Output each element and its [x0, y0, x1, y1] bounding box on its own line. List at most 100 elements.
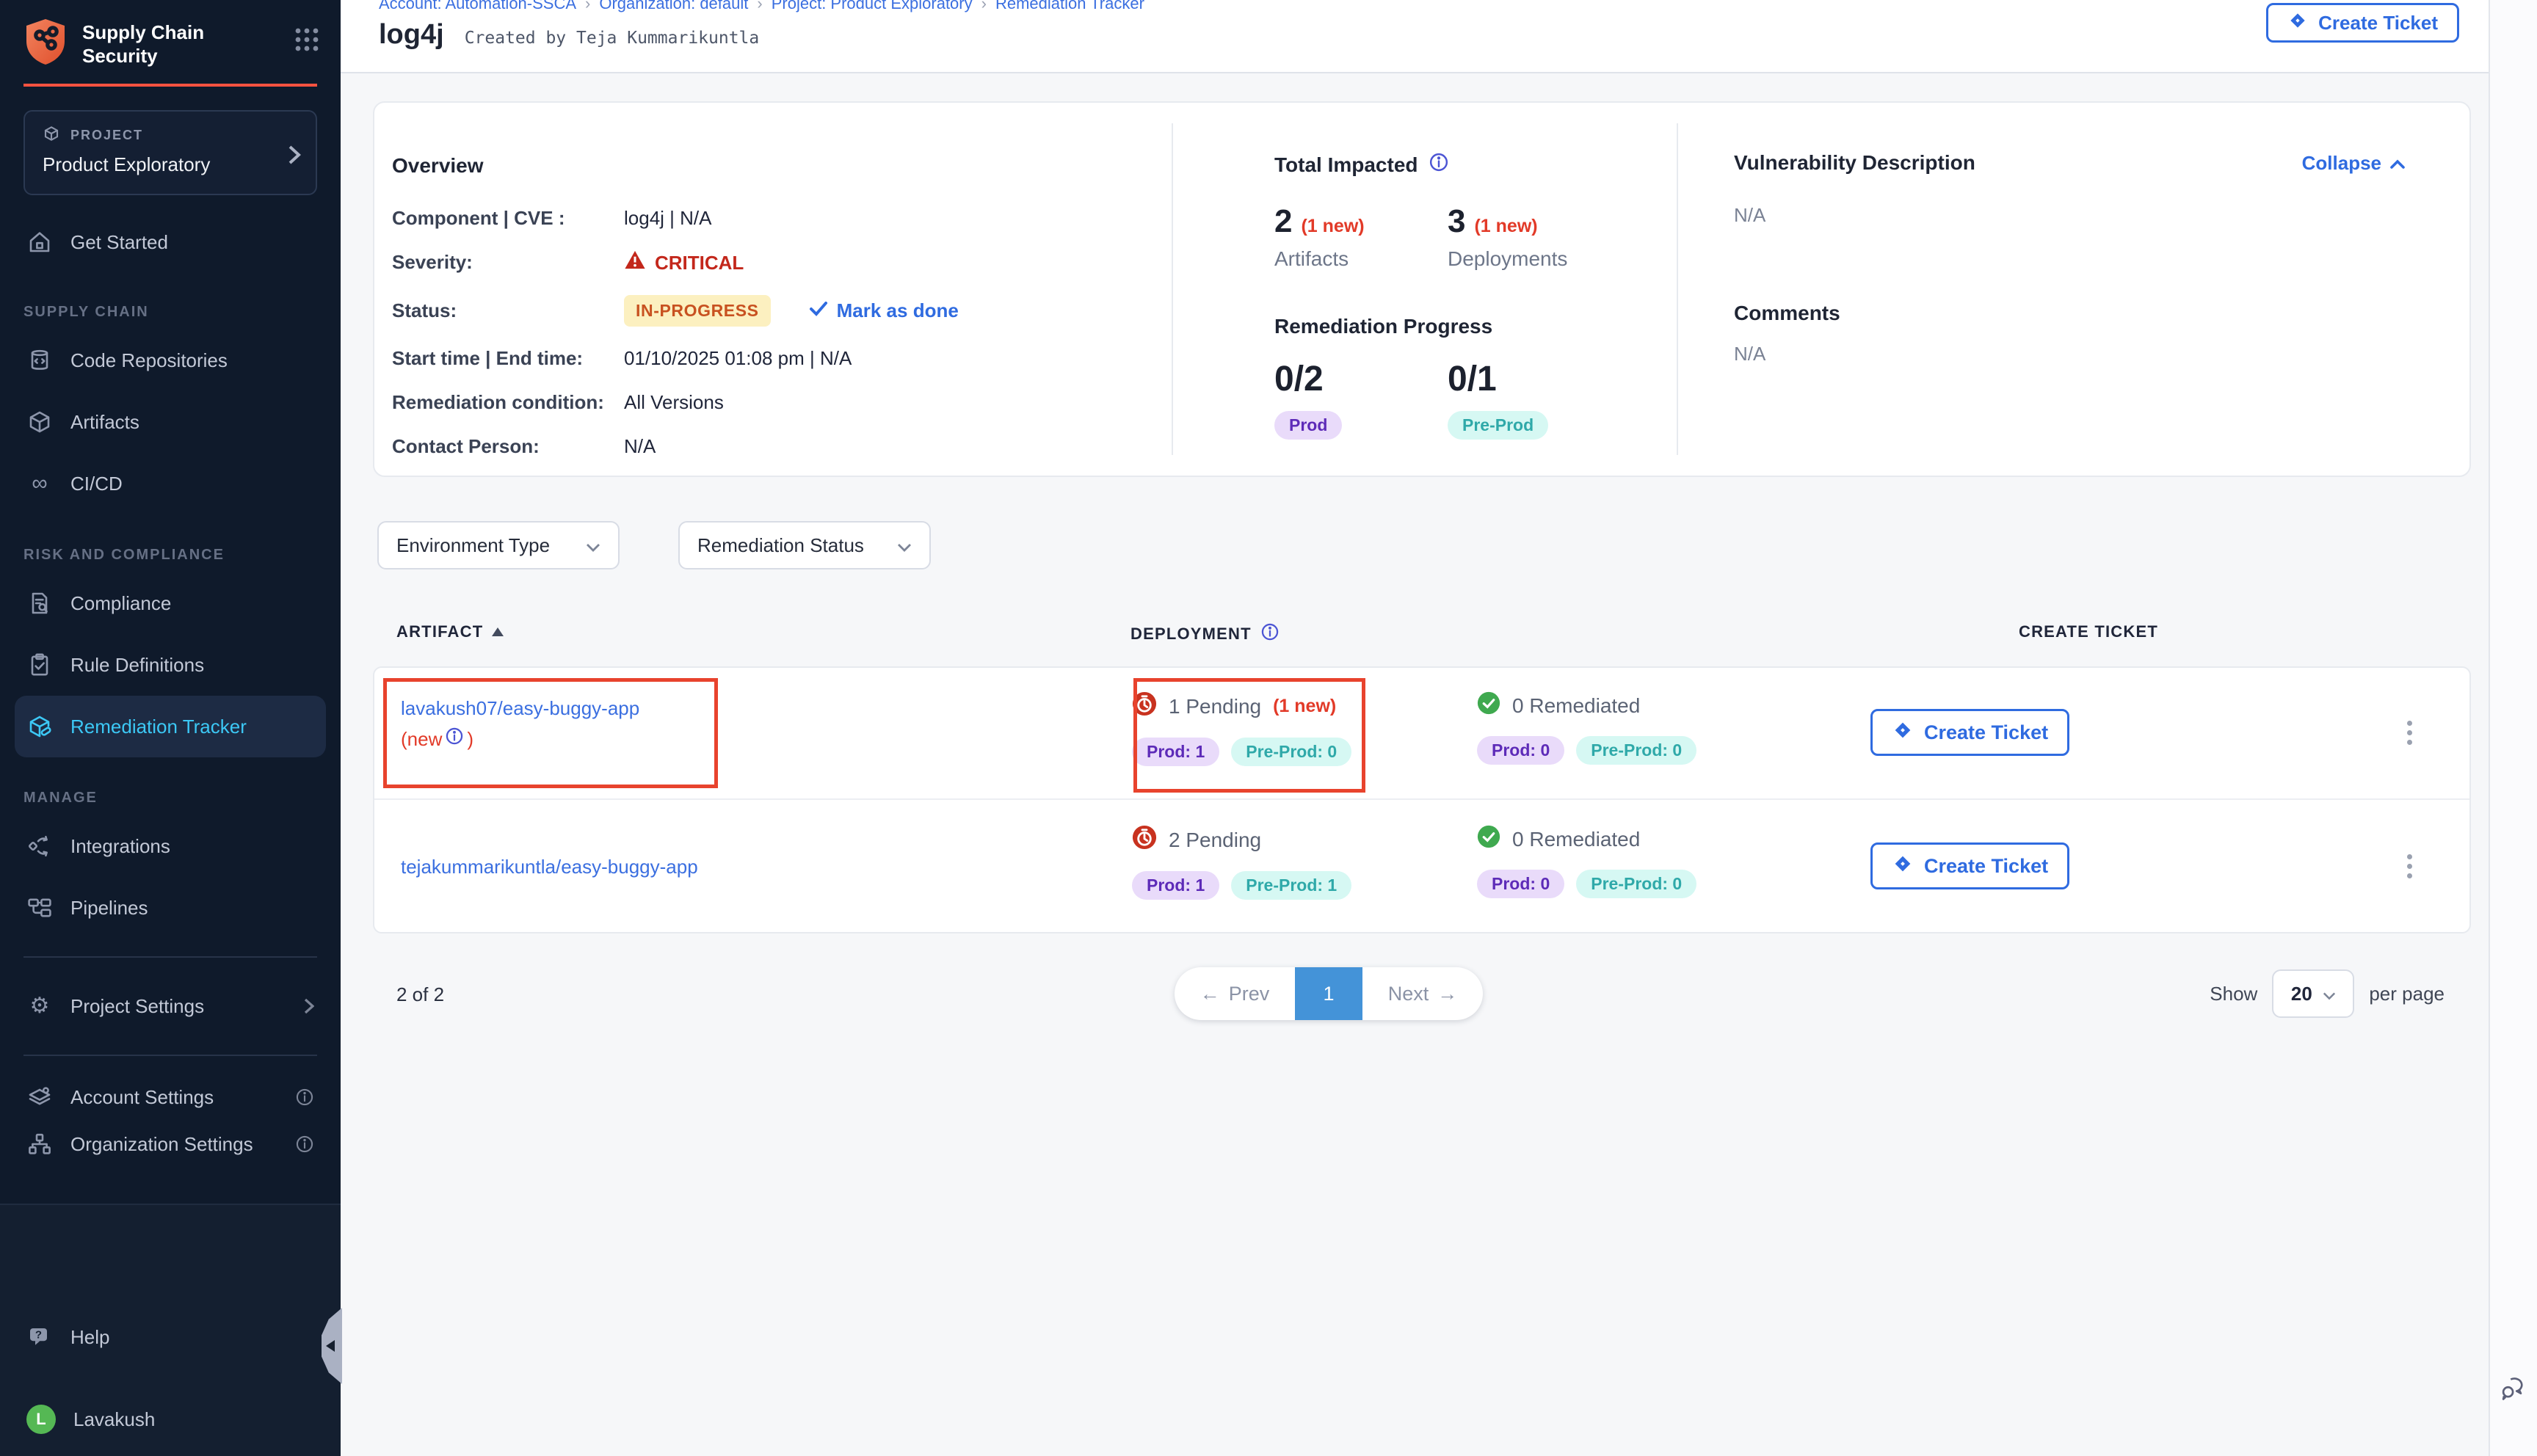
time-label: Start time | End time:	[392, 347, 584, 369]
section-label-supply-chain: SUPPLY CHAIN	[23, 304, 149, 320]
content-area: Overview Component | CVE : log4j | N/A S…	[341, 73, 2489, 1456]
create-ticket-button-row[interactable]: Create Ticket	[1870, 709, 2070, 756]
environment-type-filter[interactable]: Environment Type	[377, 521, 620, 569]
svg-text:?: ?	[35, 1329, 42, 1342]
column-header-create-ticket: CREATE TICKET	[2019, 622, 2158, 641]
pagination-control: ← Prev 1 Next →	[1175, 967, 1483, 1020]
feedback-chat-icon[interactable]	[2499, 1372, 2530, 1403]
pipelines-icon	[26, 895, 53, 921]
jira-diamond-icon	[1892, 719, 1914, 746]
app-title: Supply Chain Security	[82, 21, 205, 67]
sidebar-item-get-started[interactable]: Get Started	[15, 213, 326, 272]
chevron-down-icon	[897, 534, 912, 557]
project-cube-icon	[43, 125, 60, 146]
info-circle-icon[interactable]	[445, 724, 464, 754]
artifacts-new-count: (1 new)	[1301, 216, 1365, 236]
right-utility-strip	[2489, 0, 2537, 1456]
component-row: Component | CVE : log4j | N/A	[392, 205, 1155, 230]
sidebar-item-integrations[interactable]: Integrations	[15, 815, 326, 877]
severity-row: Severity: CRITICAL	[392, 250, 1155, 276]
sidebar-item-rule-definitions[interactable]: Rule Definitions	[15, 634, 326, 696]
prod-count-badge: Prod: 1	[1132, 738, 1220, 766]
page-size-select[interactable]: 20	[2272, 969, 2355, 1018]
preprod-progress-stat: 0/1 Pre-Prod	[1448, 359, 1621, 440]
sidebar-item-help[interactable]: ? Help	[15, 1311, 326, 1364]
row-actions-kebab-icon[interactable]	[2396, 721, 2422, 750]
project-selector[interactable]: PROJECT Product Exploratory	[23, 110, 317, 195]
card-divider	[1677, 123, 1678, 455]
impacted-deployments-stat: 3 (1 new) Deployments	[1448, 203, 1621, 271]
artifact-link[interactable]: lavakush07/easy-buggy-app	[401, 697, 640, 719]
sidebar-item-cicd[interactable]: ∞ CI/CD	[15, 453, 326, 514]
artifact-link[interactable]: tejakummarikuntla/easy-buggy-app	[401, 856, 698, 878]
prod-count-badge: Prod: 1	[1132, 871, 1220, 900]
info-circle-icon[interactable]	[1260, 622, 1280, 646]
infinity-icon: ∞	[32, 471, 48, 495]
breadcrumb-account[interactable]: Account: Automation-SSCA	[379, 0, 577, 12]
sidebar-item-artifacts[interactable]: Artifacts	[15, 391, 326, 453]
artifact-cell: lavakush07/easy-buggy-app (new )	[401, 693, 639, 754]
deployment-pending-cell: 2 Pending Prod: 1 Pre-Prod: 1	[1132, 825, 1352, 900]
remediation-cube-icon	[26, 713, 53, 740]
component-value: log4j | N/A	[624, 207, 712, 229]
column-header-deployment: DEPLOYMENT	[1130, 622, 1280, 646]
sidebar-item-compliance[interactable]: Compliance	[15, 572, 326, 634]
deployments-new-count: (1 new)	[1474, 216, 1538, 236]
sidebar-item-label: Account Settings	[70, 1085, 214, 1108]
sidebar-item-account-settings[interactable]: Account Settings	[15, 1074, 326, 1121]
severity-value: CRITICAL	[624, 250, 744, 276]
sidebar-item-label: Compliance	[70, 592, 172, 614]
pending-clock-icon	[1132, 691, 1157, 721]
create-ticket-button-header[interactable]: Create Ticket	[2266, 3, 2459, 43]
sidebar-item-label: Remediation Tracker	[70, 715, 247, 738]
breadcrumb-separator: ›	[981, 0, 987, 12]
module-switcher-grid-icon[interactable]	[294, 26, 320, 59]
chevron-up-icon	[2390, 152, 2405, 175]
deployment-pending-cell: 1 Pending (1 new) Prod: 1 Pre-Prod: 0	[1132, 691, 1352, 766]
sidebar-item-label: Help	[70, 1325, 110, 1348]
sidebar-item-project-settings[interactable]: ⚙ Project Settings	[15, 975, 326, 1037]
mark-as-done-link[interactable]: Mark as done	[809, 299, 959, 322]
remediation-status-filter[interactable]: Remediation Status	[678, 521, 931, 569]
page-number-active[interactable]: 1	[1295, 967, 1362, 1020]
jira-diamond-icon	[1892, 853, 1914, 880]
condition-row: Remediation condition: All Versions	[392, 390, 1155, 415]
breadcrumb-current[interactable]: Remediation Tracker	[995, 0, 1144, 12]
page-size-control: Show 20 per page	[2210, 967, 2445, 1020]
sidebar-item-code-repositories[interactable]: Code Repositories	[15, 330, 326, 391]
overview-card: Overview Component | CVE : log4j | N/A S…	[373, 101, 2471, 477]
artifact-cell: tejakummarikuntla/easy-buggy-app	[401, 851, 698, 882]
pending-count: 2 Pending	[1169, 828, 1262, 851]
sidebar-item-label: Pipelines	[70, 896, 148, 919]
next-page-button[interactable]: Next →	[1362, 967, 1483, 1020]
breadcrumb-project[interactable]: Project: Product Exploratory	[771, 0, 973, 12]
deployments-label: Deployments	[1448, 247, 1568, 270]
sidebar-item-label: Rule Definitions	[70, 653, 205, 676]
prev-page-button[interactable]: ← Prev	[1175, 967, 1295, 1020]
collapse-link[interactable]: Collapse	[2302, 152, 2405, 175]
breadcrumb-organization[interactable]: Organization: default	[599, 0, 749, 12]
org-structure-icon	[26, 1131, 53, 1157]
comments-heading: Comments	[1734, 302, 1840, 324]
total-impacted-section: Total Impacted 2 (1 new) Artifacts	[1274, 151, 1663, 440]
column-header-artifact[interactable]: ARTIFACT	[396, 622, 504, 641]
remediated-check-icon	[1477, 691, 1500, 720]
page-title: log4j	[379, 19, 444, 50]
severity-label: Severity:	[392, 251, 473, 273]
user-menu[interactable]: L Lavakush	[15, 1393, 326, 1446]
sidebar-item-pipelines[interactable]: Pipelines	[15, 877, 326, 939]
sidebar-item-label: Project Settings	[70, 994, 205, 1017]
artifacts-count: 2	[1274, 203, 1293, 239]
document-search-icon	[26, 590, 53, 616]
impacted-artifacts-stat: 2 (1 new) Artifacts	[1274, 203, 1448, 271]
sidebar-item-remediation-tracker[interactable]: Remediation Tracker	[15, 696, 326, 757]
row-actions-kebab-icon[interactable]	[2396, 854, 2422, 884]
create-ticket-button-row[interactable]: Create Ticket	[1870, 842, 2070, 889]
preprod-count-badge: Pre-Prod: 0	[1576, 736, 1697, 765]
condition-label: Remediation condition:	[392, 391, 604, 413]
project-label: PROJECT	[70, 128, 144, 142]
info-circle-icon[interactable]	[1429, 151, 1449, 178]
chevron-right-icon	[304, 998, 314, 1014]
sidebar-item-organization-settings[interactable]: Organization Settings	[15, 1121, 326, 1168]
